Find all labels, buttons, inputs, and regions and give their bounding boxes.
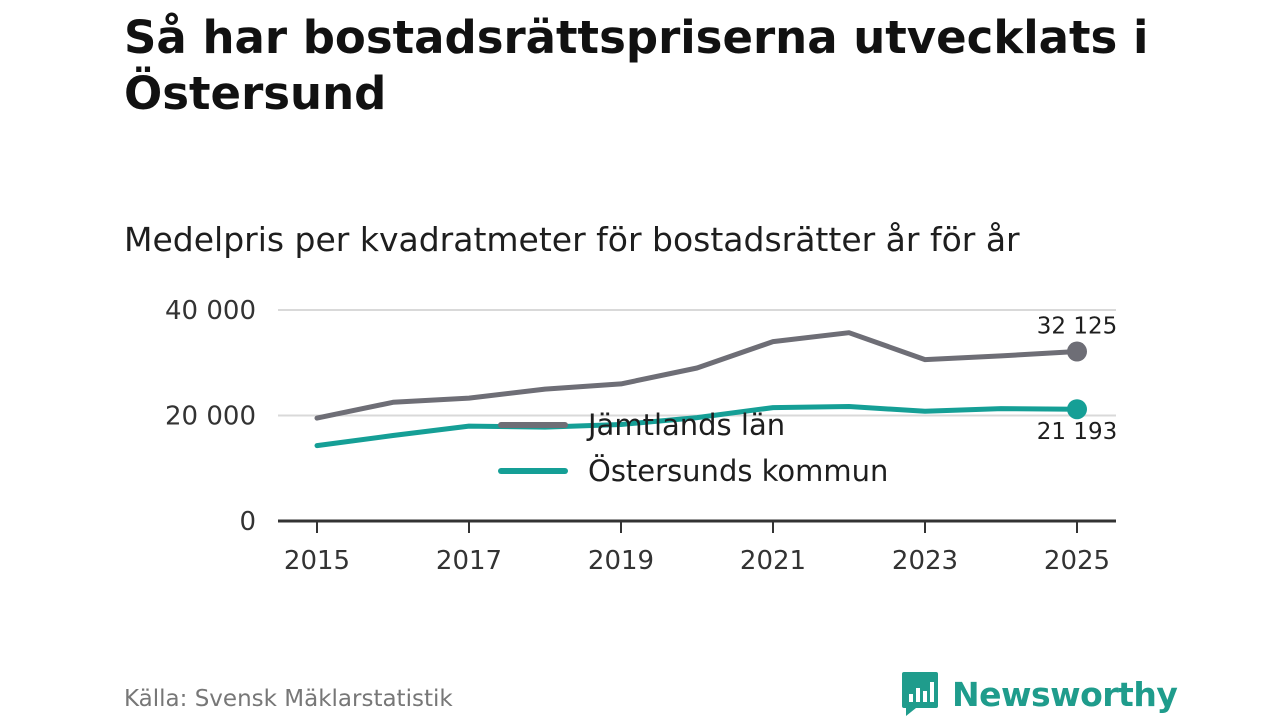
y-tick-label: 0 [239,507,256,537]
legend-label-ostersunds-kommun: Östersunds kommun [588,454,889,488]
source-note: Källa: Svensk Mäklarstatistik [124,686,453,712]
bar-chart-icon [902,672,938,716]
legend-item-jamtlands-lan[interactable]: Jämtlands län [498,402,888,448]
x-tick-label: 2015 [284,546,350,576]
series-end-point-0 [1067,341,1087,362]
y-tick-label: 20 000 [165,402,256,432]
newsworthy-logo[interactable]: Newsworthy [900,670,1178,718]
legend-swatch-ostersunds-kommun [498,468,568,474]
y-tick-label: 40 000 [165,296,256,326]
chart-subtitle: Medelpris per kvadratmeter för bostadsrä… [124,220,1020,259]
chart-title: Så har bostadsrättspriserna utvecklats i… [124,11,1149,120]
brand-name: Newsworthy [952,674,1178,714]
series-end-label-0: 32 125 [1037,314,1117,340]
series-line-1 [314,404,1080,449]
x-tick-label: 2019 [588,546,654,576]
chart-legend: Jämtlands län Östersunds kommun [498,402,888,494]
x-tick-label: 2017 [436,546,502,576]
legend-swatch-jamtlands-lan [498,422,568,428]
x-tick-label: 2023 [892,546,958,576]
series-end-point-1 [1067,399,1087,420]
legend-label-jamtlands-lan: Jämtlands län [588,408,786,442]
series-end-label-1: 21 193 [1037,419,1117,445]
x-tick-label: 2025 [1044,546,1110,576]
x-tick-label: 2021 [740,546,806,576]
series-line-0 [314,330,1080,421]
legend-item-ostersunds-kommun[interactable]: Östersunds kommun [498,448,888,494]
